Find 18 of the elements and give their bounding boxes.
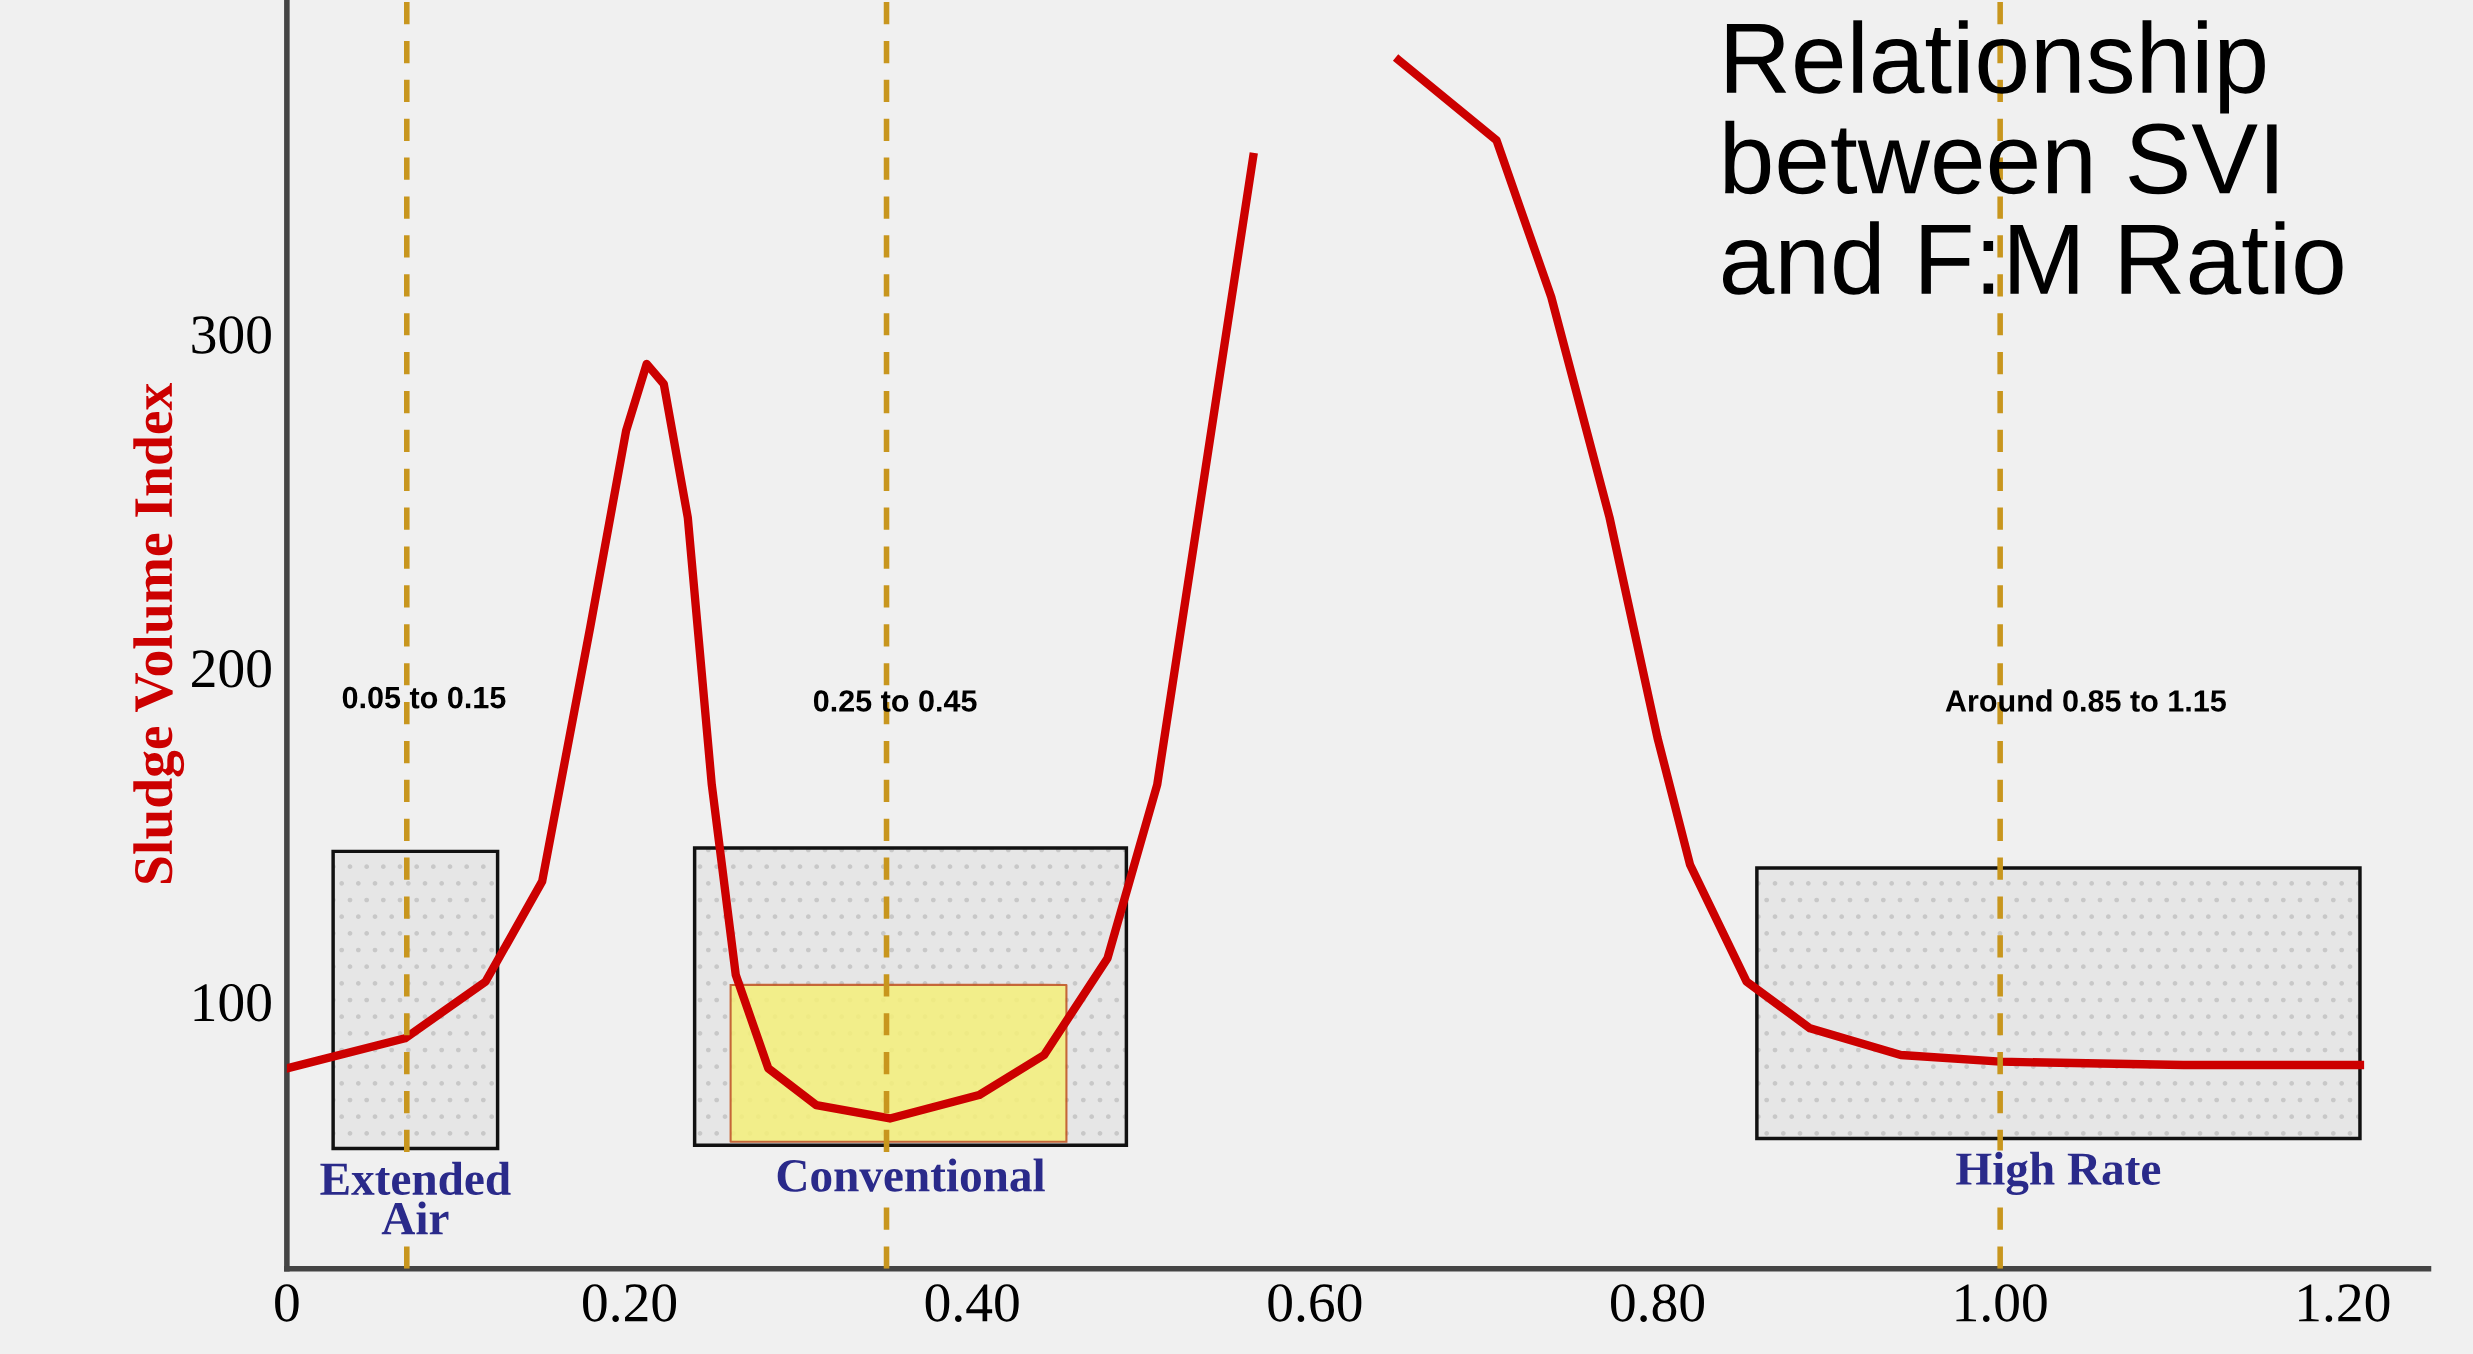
band-label: High Rate xyxy=(1956,1151,2161,1196)
x-tick-label: 0.60 xyxy=(1268,1284,1362,1322)
text: Relationship between SVI and F:M Ratio xyxy=(1722,20,2343,295)
x-tick-label: 0.20 xyxy=(583,1284,677,1322)
y-tick-label: 300 xyxy=(192,316,271,354)
annotation: Around 0.85 to 1.15 xyxy=(1945,689,2226,712)
band-label: Extended Air xyxy=(320,1161,511,1235)
annotation: 0.05 to 0.15 xyxy=(342,686,506,709)
x-tick-label: 1.20 xyxy=(2299,1284,2390,1322)
y-axis-title: Sludge Volume Index xyxy=(133,382,185,884)
annotation: 0.25 to 0.45 xyxy=(813,690,977,712)
x-tick-label: 0.40 xyxy=(925,1284,1019,1322)
x-tick-label: 0 xyxy=(275,1284,299,1322)
x-tick-label: 0.80 xyxy=(1611,1284,1704,1322)
y-tick-label: 200 xyxy=(192,650,271,688)
y-tick-label: 100 xyxy=(194,983,271,1022)
band-label: Conventional xyxy=(777,1158,1045,1192)
x-tick-label: 1.00 xyxy=(1956,1284,2047,1322)
